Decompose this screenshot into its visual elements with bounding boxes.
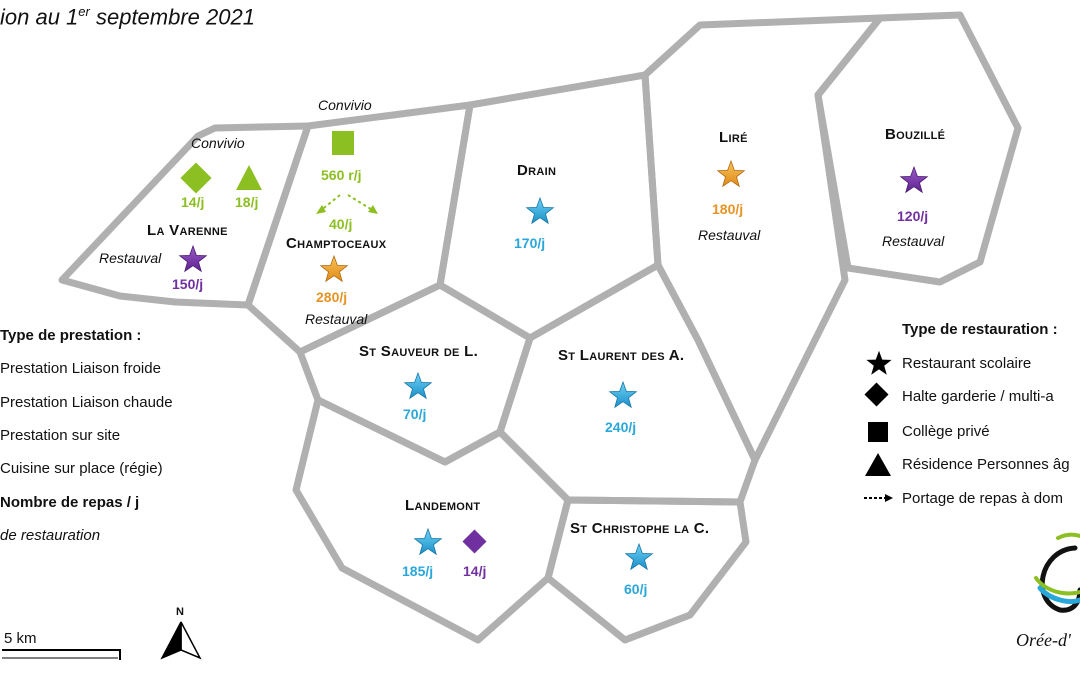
commune-name-bouzille: Bouzillé xyxy=(885,126,946,143)
meal-count: 18/j xyxy=(235,194,259,210)
legend-item: Résidence Personnes âg xyxy=(902,456,1070,473)
legend-item: Cuisine sur place (régie) xyxy=(0,460,163,477)
provider-label: Restauval xyxy=(99,250,162,266)
dashed-arrow-icon xyxy=(319,194,375,212)
meal-count: 180/j xyxy=(712,201,744,217)
commune-name-st-christophe: St Christophe la C. xyxy=(570,520,710,537)
star-icon xyxy=(404,372,432,399)
star-icon xyxy=(320,255,348,282)
scale-label: 5 km xyxy=(4,630,37,647)
star-icon xyxy=(526,197,554,224)
meal-count: 14/j xyxy=(181,194,205,210)
scale-bar xyxy=(2,649,121,660)
star-icon xyxy=(900,166,928,193)
legend-prestation-heading: Type de prestation : xyxy=(0,327,142,344)
diamond-icon xyxy=(180,162,212,194)
meal-count: 185/j xyxy=(402,563,434,579)
star-icon xyxy=(609,381,637,408)
north-arrow-icon xyxy=(160,621,202,660)
map-title: ion au 1er septembre 2021 xyxy=(0,4,255,30)
star-icon xyxy=(866,350,892,375)
meal-count: 70/j xyxy=(403,406,427,422)
legend-item: Prestation Liaison chaude xyxy=(0,394,173,411)
legend-item: Halte garderie / multi-a xyxy=(902,388,1054,405)
legend-item: Restaurant scolaire xyxy=(902,355,1032,372)
meal-count: 240/j xyxy=(605,419,637,435)
commune-name-champtoceaux: Champtoceaux xyxy=(286,235,387,252)
star-icon xyxy=(625,543,653,570)
meal-count: 60/j xyxy=(624,581,648,597)
meal-count: 40/j xyxy=(329,216,353,232)
meal-count: 120/j xyxy=(897,208,929,224)
legend-item: Prestation sur site xyxy=(0,427,121,444)
logo-emblem xyxy=(1034,532,1080,613)
meal-count: 170/j xyxy=(514,235,546,251)
commune-name-lire: Liré xyxy=(719,129,748,146)
north-label: N xyxy=(176,606,184,618)
legend-meals: Nombre de repas / j xyxy=(0,494,140,511)
meal-count: 150/j xyxy=(172,276,204,292)
convivio-label: Convivio xyxy=(318,97,372,113)
meal-count: 14/j xyxy=(463,563,487,579)
commune-bouzille-boundary xyxy=(814,11,1022,286)
dashed-arrow-icon xyxy=(864,494,893,502)
square-icon xyxy=(868,422,888,442)
meal-count: 560 r/j xyxy=(321,167,362,183)
legend-item: Portage de repas à dom xyxy=(902,490,1063,507)
triangle-icon xyxy=(865,453,891,476)
legend-restauration-heading: Type de restauration : xyxy=(902,321,1058,338)
commune-name-st-sauveur: St Sauveur de L. xyxy=(359,343,479,360)
convivio-label: Convivio xyxy=(191,135,245,151)
commune-st-christophe-boundary xyxy=(544,496,750,644)
commune-name-la-varenne: La Varenne xyxy=(147,222,228,239)
triangle-icon xyxy=(236,165,262,190)
square-icon xyxy=(332,131,354,155)
meal-count: 280/j xyxy=(316,289,348,305)
legend-provider: de restauration xyxy=(0,527,101,544)
star-icon xyxy=(717,160,745,187)
commune-drain-boundary xyxy=(436,71,662,342)
commune-name-landemont: Landemont xyxy=(405,497,481,514)
commune-name-drain: Drain xyxy=(517,162,557,179)
commune-name-st-laurent: St Laurent des A. xyxy=(558,347,685,364)
logo-text: Orée-d' xyxy=(1016,630,1071,650)
legend-item: Prestation Liaison froide xyxy=(0,360,161,377)
commune-landemont-boundary xyxy=(292,396,572,644)
provider-label: Restauval xyxy=(698,227,761,243)
legend-item: Collège privé xyxy=(902,423,990,440)
star-icon xyxy=(414,528,442,555)
diamond-icon xyxy=(864,382,889,407)
diamond-icon xyxy=(462,529,487,554)
provider-label: Restauval xyxy=(305,311,368,327)
star-icon xyxy=(179,245,207,272)
provider-label: Restauval xyxy=(882,233,945,249)
